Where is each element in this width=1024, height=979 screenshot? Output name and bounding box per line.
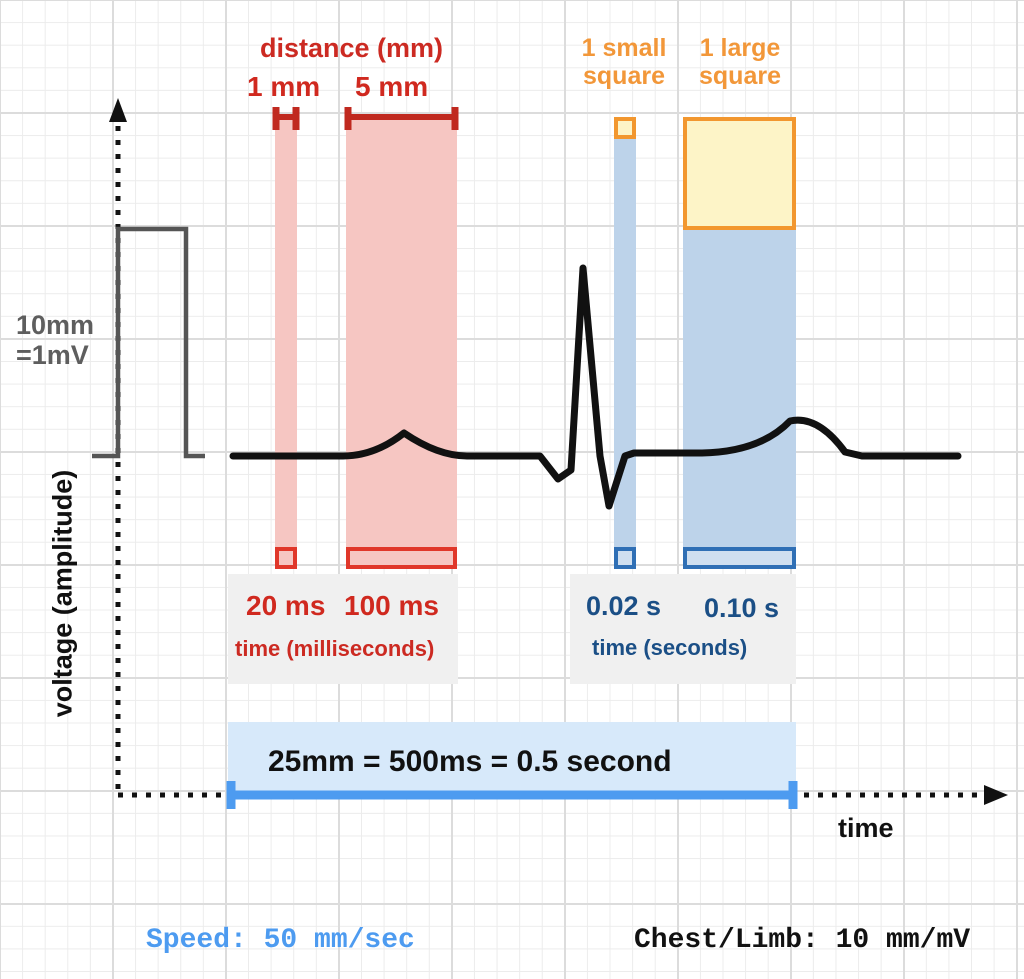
calibration-pulse	[92, 226, 205, 459]
voltage-axis-arrowhead	[109, 98, 127, 122]
red-band-5mm	[346, 117, 457, 547]
label-1-large-square-line1: 1 large	[699, 34, 781, 62]
label-1-small-square: 1 small square	[579, 34, 669, 90]
label-1mm: 1 mm	[247, 71, 321, 102]
label-calibration-line1: 10mm	[16, 310, 95, 340]
distance-title: distance (mm)	[260, 33, 444, 63]
label-002s: 0.02 s	[586, 591, 662, 621]
bracket-5mm	[344, 107, 459, 130]
time-axis-arrowhead	[984, 785, 1008, 805]
label-5mm: 5 mm	[355, 71, 429, 102]
label-time-milliseconds: time (milliseconds)	[235, 636, 435, 661]
large-square-highlight	[683, 117, 796, 230]
span-banner-background	[228, 722, 796, 794]
bracket-1mm	[272, 107, 300, 130]
label-010s: 0.10 s	[704, 593, 780, 623]
label-1-large-square-line2: square	[699, 62, 781, 90]
seconds-caption-backdrop	[570, 574, 796, 684]
blue-marker-large-square	[683, 547, 796, 569]
label-100ms: 100 ms	[344, 590, 439, 621]
blue-band-small-square	[614, 117, 636, 547]
label-1-small-square-line1: 1 small	[581, 34, 667, 62]
label-calibration-line2: =1mV	[16, 340, 89, 371]
footer-calibration: Chest/Limb: 10 mm/mV	[634, 925, 971, 956]
small-square-highlight	[614, 117, 636, 139]
span-measure-bar	[226, 781, 798, 809]
label-1-small-square-line2: square	[583, 62, 665, 90]
footer-speed: Speed: 50 mm/sec	[146, 925, 415, 956]
blue-marker-small-square	[614, 547, 636, 569]
ecg-waveform-trace	[229, 264, 962, 510]
label-time-axis: time	[838, 813, 894, 843]
red-band-1mm	[275, 117, 297, 547]
label-calibration-voltage: 10mm =1mV	[16, 310, 94, 370]
red-marker-5mm	[346, 547, 457, 569]
label-20ms: 20 ms	[246, 590, 326, 621]
label-voltage-axis: voltage (amplitude)	[47, 469, 78, 718]
ms-caption-backdrop	[228, 574, 458, 684]
red-marker-1mm	[275, 547, 297, 569]
label-span-banner: 25mm = 500ms = 0.5 second	[268, 745, 672, 778]
label-1-large-square: 1 large square	[694, 34, 786, 90]
label-time-seconds: time (seconds)	[592, 635, 748, 660]
